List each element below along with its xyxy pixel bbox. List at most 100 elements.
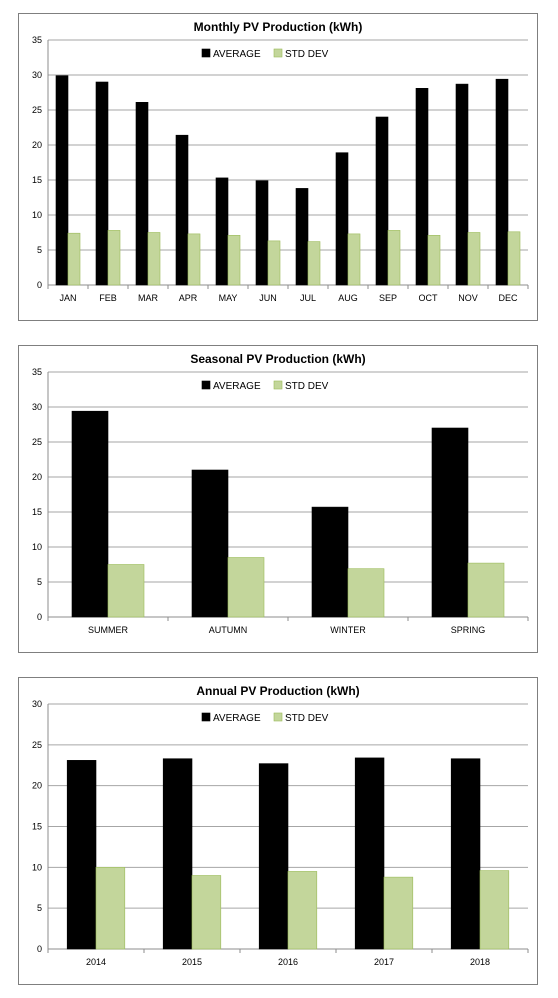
bar-average bbox=[354, 757, 385, 950]
y-tick-label: 20 bbox=[32, 781, 42, 791]
bar-std-dev bbox=[67, 232, 81, 286]
x-tick-label: MAR bbox=[138, 293, 159, 303]
bar-average bbox=[135, 102, 149, 286]
bar-average bbox=[258, 763, 289, 950]
bar-std-dev bbox=[267, 240, 281, 286]
y-tick-label: 25 bbox=[32, 437, 42, 447]
bar-average bbox=[95, 81, 109, 286]
chart-svg: Annual PV Production (kWh) 0 5 10 15 20 25 30 20… bbox=[32, 684, 529, 967]
bar-std-dev bbox=[191, 875, 222, 950]
monthly-chart: Monthly PV Production (kWh) 0 5 10 15 20 25 30 3… bbox=[18, 13, 538, 321]
legend-swatch bbox=[273, 380, 283, 390]
bar-std-dev bbox=[107, 230, 121, 286]
y-tick-label: 0 bbox=[37, 944, 42, 954]
bar-average bbox=[375, 116, 389, 286]
bar-std-dev bbox=[387, 230, 401, 286]
y-tick-label: 0 bbox=[37, 612, 42, 622]
bar-std-dev bbox=[347, 568, 385, 618]
bar-std-dev bbox=[467, 562, 505, 618]
x-tick-label: AUTUMN bbox=[209, 625, 248, 635]
y-tick-label: 15 bbox=[32, 175, 42, 185]
y-tick-label: 5 bbox=[37, 903, 42, 913]
bar-std-dev bbox=[347, 233, 361, 286]
x-tick-label: SPRING bbox=[451, 625, 486, 635]
y-tick-label: 0 bbox=[37, 280, 42, 290]
bar-average bbox=[71, 410, 109, 618]
bar-average bbox=[66, 760, 97, 950]
y-tick-label: 20 bbox=[32, 140, 42, 150]
bar-std-dev bbox=[383, 876, 414, 950]
bar-std-dev bbox=[507, 231, 521, 286]
legend-label: AVERAGE bbox=[213, 381, 261, 392]
x-tick-label: NOV bbox=[458, 293, 478, 303]
bar-std-dev bbox=[227, 235, 241, 286]
y-tick-label: 30 bbox=[32, 699, 42, 709]
bar-std-dev bbox=[307, 241, 321, 286]
legend-label: AVERAGE bbox=[213, 49, 261, 60]
x-tick-label: APR bbox=[179, 293, 198, 303]
bar-average bbox=[215, 177, 229, 286]
bar-average bbox=[335, 152, 349, 286]
bar-average bbox=[162, 758, 193, 950]
bar-average bbox=[175, 134, 189, 286]
chart-svg: Seasonal PV Production (kWh) 0 5 10 15 20 25 30… bbox=[32, 352, 529, 635]
chart-title: Seasonal PV Production (kWh) bbox=[190, 352, 365, 366]
bar-average bbox=[415, 88, 429, 286]
y-tick-label: 5 bbox=[37, 577, 42, 587]
bar-average bbox=[191, 469, 229, 618]
bar-average bbox=[495, 78, 509, 286]
x-tick-label: 2014 bbox=[86, 957, 106, 967]
y-tick-label: 35 bbox=[32, 367, 42, 377]
chart-title: Annual PV Production (kWh) bbox=[196, 684, 359, 698]
bar-average bbox=[431, 427, 469, 618]
legend-swatch bbox=[201, 380, 211, 390]
chart-svg: Monthly PV Production (kWh) 0 5 10 15 20 25 30 3… bbox=[32, 20, 529, 303]
y-tick-label: 20 bbox=[32, 472, 42, 482]
x-tick-label: DEC bbox=[498, 293, 518, 303]
x-tick-label: JUN bbox=[259, 293, 277, 303]
x-tick-label: SUMMER bbox=[88, 625, 128, 635]
x-tick-label: 2015 bbox=[182, 957, 202, 967]
legend-swatch bbox=[273, 712, 283, 722]
legend: AVERAGE STD DEV bbox=[201, 712, 329, 724]
y-tick-label: 35 bbox=[32, 35, 42, 45]
bar-average bbox=[455, 83, 469, 286]
bar-std-dev bbox=[107, 564, 145, 618]
x-tick-label: 2017 bbox=[374, 957, 394, 967]
y-tick-label: 25 bbox=[32, 740, 42, 750]
seasonal-chart: Seasonal PV Production (kWh) 0 5 10 15 20 25 30… bbox=[18, 345, 538, 653]
bar-std-dev bbox=[479, 870, 510, 950]
y-tick-label: 25 bbox=[32, 105, 42, 115]
y-tick-label: 10 bbox=[32, 542, 42, 552]
legend: AVERAGE STD DEV bbox=[201, 48, 329, 60]
legend-label: AVERAGE bbox=[213, 713, 261, 724]
x-tick-label: 2016 bbox=[278, 957, 298, 967]
chart-title: Monthly PV Production (kWh) bbox=[194, 20, 363, 34]
bar-average bbox=[255, 180, 269, 286]
legend-swatch bbox=[201, 48, 211, 58]
x-tick-label: MAY bbox=[219, 293, 238, 303]
annual-chart: Annual PV Production (kWh) 0 5 10 15 20 25 30 20… bbox=[18, 677, 538, 985]
x-tick-label: 2018 bbox=[470, 957, 490, 967]
x-tick-label: SEP bbox=[379, 293, 397, 303]
legend-swatch bbox=[273, 48, 283, 58]
x-tick-label: JAN bbox=[59, 293, 76, 303]
bar-average bbox=[450, 758, 481, 950]
bar-std-dev bbox=[147, 232, 161, 286]
y-tick-label: 15 bbox=[32, 822, 42, 832]
y-tick-label: 30 bbox=[32, 402, 42, 412]
x-tick-label: JUL bbox=[300, 293, 316, 303]
legend-label: STD DEV bbox=[285, 381, 329, 392]
x-tick-label: FEB bbox=[99, 293, 117, 303]
y-tick-label: 15 bbox=[32, 507, 42, 517]
y-tick-label: 30 bbox=[32, 70, 42, 80]
bar-average bbox=[311, 506, 349, 618]
bar-std-dev bbox=[227, 557, 265, 618]
x-tick-label: OCT bbox=[419, 293, 439, 303]
y-tick-label: 10 bbox=[32, 862, 42, 872]
legend-swatch bbox=[201, 712, 211, 722]
x-tick-label: WINTER bbox=[330, 625, 366, 635]
bar-std-dev bbox=[467, 232, 481, 286]
bar-std-dev bbox=[95, 867, 126, 950]
y-tick-label: 5 bbox=[37, 245, 42, 255]
